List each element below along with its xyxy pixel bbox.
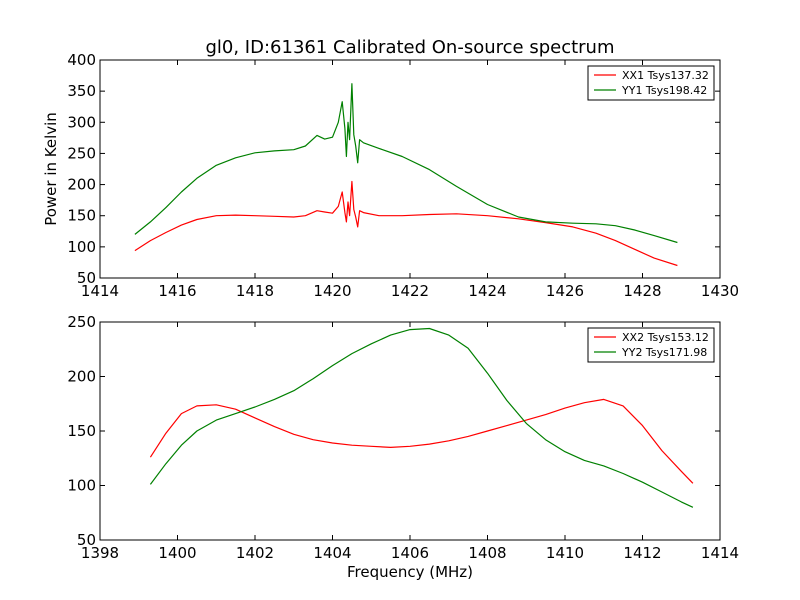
legend-entry: XX1 Tsys137.32 — [622, 69, 709, 82]
series-line-xx2 — [149, 398, 694, 484]
y-tick-label: 300 — [67, 113, 96, 131]
x-tick-label: 1410 — [546, 544, 584, 562]
series-line-yy1 — [134, 83, 678, 244]
x-tick-label: 1430 — [701, 282, 739, 300]
x-tick-label: 1422 — [391, 282, 429, 300]
legend: XX1 Tsys137.32 YY1 Tsys198.42 — [587, 65, 715, 101]
bottom-spectrum-panel: 1398 1400 1402 1404 1406 1408 1410 1412 1414 50 10… — [67, 313, 739, 562]
x-tick-label: 1426 — [546, 282, 584, 300]
x-axis-label: Frequency (MHz) — [347, 563, 473, 581]
y-tick-label: 250 — [67, 144, 96, 162]
y-tick-label: 50 — [77, 531, 96, 549]
x-tick-label: 1428 — [623, 282, 661, 300]
x-tick-label: 1398 — [81, 544, 119, 562]
x-tick-label: 1404 — [313, 544, 351, 562]
x-tick-label: 1412 — [623, 544, 661, 562]
y-tick-label: 250 — [67, 313, 96, 331]
series-line-yy2 — [149, 327, 694, 508]
y-tick-label: 150 — [67, 422, 96, 440]
y-tick-label: 200 — [67, 176, 96, 194]
y-tick-label: 350 — [67, 82, 96, 100]
y-tick-label: 150 — [67, 207, 96, 225]
x-tick-label: 1402 — [236, 544, 274, 562]
y-tick-label: 200 — [67, 368, 96, 386]
legend-entry: YY1 Tsys198.42 — [621, 84, 707, 97]
y-tick-label: 400 — [67, 51, 96, 69]
x-tick-label: 1400 — [158, 544, 196, 562]
legend-box — [587, 65, 715, 101]
x-tick-label: 1406 — [391, 544, 429, 562]
series-line-xx1 — [134, 180, 678, 267]
x-tick-label: 1420 — [313, 282, 351, 300]
x-tick-label: 1418 — [236, 282, 274, 300]
legend-entry: XX2 Tsys153.12 — [622, 331, 709, 344]
y-tick-label: 100 — [67, 238, 96, 256]
x-tick-label: 1408 — [468, 544, 506, 562]
legend-box — [587, 327, 715, 363]
top-spectrum-panel: 1414 1416 1418 1420 1422 1424 1426 1428 1430 50 10… — [67, 51, 739, 300]
legend-entry: YY2 Tsys171.98 — [621, 346, 707, 359]
x-tick-label: 1424 — [468, 282, 506, 300]
y-tick-label: 100 — [67, 477, 96, 495]
x-tick-label: 1414 — [81, 282, 119, 300]
legend: XX2 Tsys153.12 YY2 Tsys171.98 — [587, 327, 715, 363]
y-tick-label: 50 — [77, 269, 96, 287]
x-tick-label: 1416 — [158, 282, 196, 300]
chart-title: gl0, ID:61361 Calibrated On-source spect… — [205, 37, 614, 58]
x-tick-label: 1414 — [701, 544, 739, 562]
y-axis-label: Power in Kelvin — [42, 112, 60, 226]
